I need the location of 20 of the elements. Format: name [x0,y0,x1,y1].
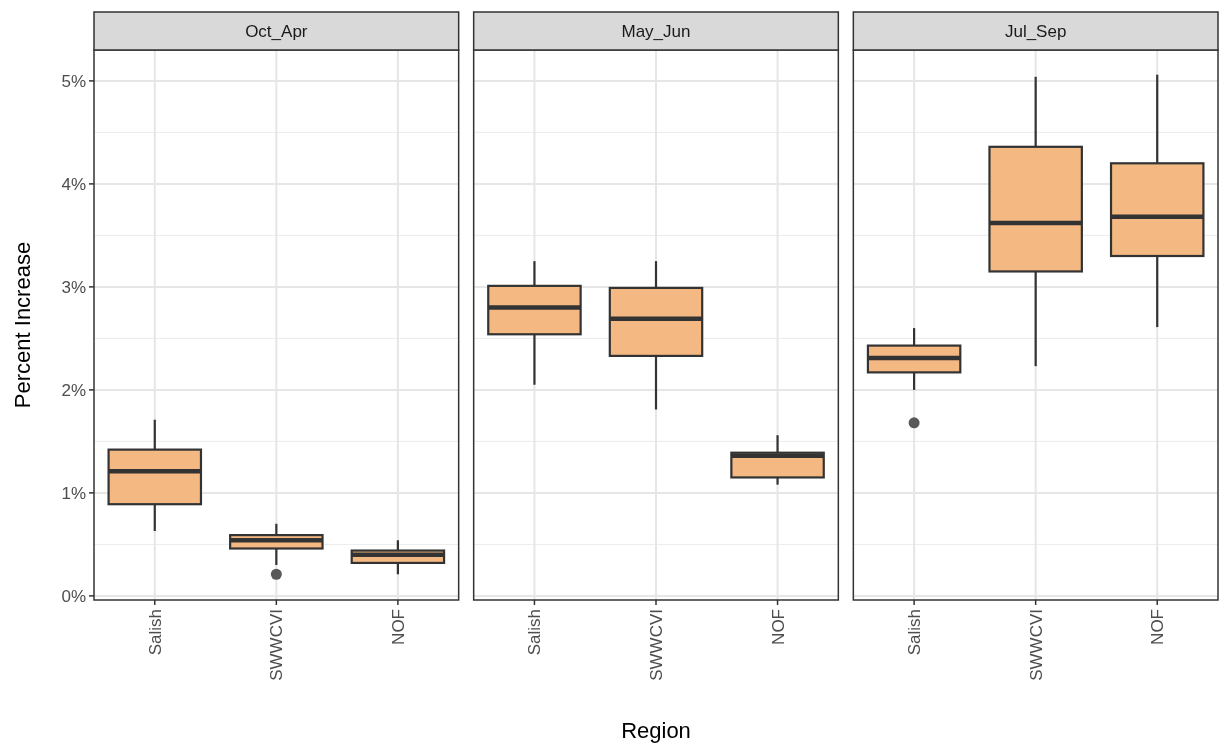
chart-title: Oct_Apr [245,21,308,41]
x-tick-label: NOF [1148,609,1168,645]
x-tick-label: SWWCVI [267,609,287,681]
x-tick-label: NOF [388,609,408,645]
chart-title: May_Jun [621,21,691,41]
y-axis-title: Percent Increase [10,241,35,409]
y-tick-label: 5% [61,71,86,91]
chart-title: Jul_Sep [1004,21,1067,41]
x-tick-label: Salish [525,609,545,656]
y-tick-label: 4% [61,174,86,194]
x-tick-label: SWWCVI [646,609,666,681]
y-tick-label: 2% [61,380,86,400]
x-axis-title: Region [621,718,691,743]
x-tick-label: SWWCVI [1026,609,1046,681]
x-tick-label: NOF [768,609,788,645]
x-tick-label: Salish [905,609,925,656]
x-tick-label: Salish [145,609,165,656]
y-tick-label: 3% [61,277,86,297]
y-tick-label: 0% [61,586,86,606]
y-tick-label: 1% [61,483,86,503]
